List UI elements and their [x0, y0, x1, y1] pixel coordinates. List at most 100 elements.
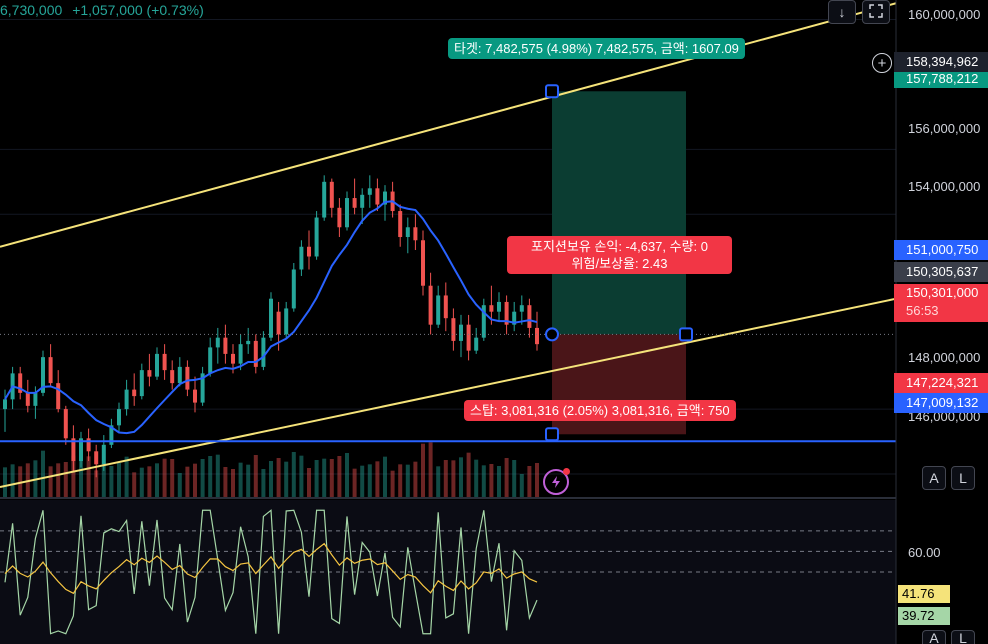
candle-body — [291, 269, 296, 309]
stop-label[interactable]: 스탑: 3,081,316 (2.05%) 3,081,316, 금액: 750 — [464, 400, 736, 421]
candle-body — [322, 181, 327, 218]
volume-bar — [253, 455, 258, 497]
candle-body — [345, 198, 349, 228]
hline-price-badge: 147,009,132 — [894, 393, 988, 413]
candle-body — [208, 347, 213, 374]
candle-body — [405, 227, 410, 238]
log-scale-button[interactable]: L — [951, 466, 975, 490]
candle-body — [497, 301, 501, 312]
stop-handle[interactable] — [545, 427, 559, 442]
volume-bar — [238, 462, 243, 497]
volume-bar — [124, 456, 129, 497]
candle-body — [504, 301, 509, 325]
rsi-log-scale-button[interactable]: L — [951, 630, 975, 644]
target-label[interactable]: 타겟: 7,482,575 (4.98%) 7,482,575, 금액: 160… — [448, 38, 745, 59]
alert-lightning-button[interactable] — [543, 468, 570, 495]
candle-body — [421, 240, 425, 286]
volume-bar — [3, 467, 7, 497]
download-button[interactable]: ↓ — [828, 0, 856, 24]
candle-body — [33, 392, 38, 406]
entry-handle[interactable] — [545, 327, 559, 342]
candle-body — [375, 188, 380, 205]
candle-body — [253, 340, 258, 367]
candle-body — [170, 370, 175, 384]
rsi-signal-line — [4, 542, 538, 595]
target-zone — [552, 91, 686, 335]
volume-bar — [314, 460, 319, 497]
fullscreen-button[interactable] — [862, 0, 890, 24]
rsi-line — [4, 509, 538, 635]
candle-body — [367, 188, 372, 195]
volume-bar — [79, 457, 83, 497]
volume-bar — [375, 461, 380, 497]
volume-bar — [71, 455, 76, 497]
candle-body — [117, 409, 121, 426]
price-tick: 154,000,000 — [908, 179, 981, 194]
volume-bar — [535, 463, 539, 497]
moving-average-line — [4, 200, 538, 435]
candle-body — [535, 327, 539, 345]
volume-bar — [459, 457, 463, 497]
volume-bar — [10, 464, 15, 497]
volume-bar — [345, 453, 349, 497]
candle-body — [132, 389, 137, 397]
arrow-down-icon: ↓ — [838, 4, 846, 20]
volume-bar — [390, 470, 395, 497]
stop-price-badge: 147,224,321 — [894, 373, 988, 393]
volume-bar — [208, 456, 213, 497]
volume-bar — [428, 442, 433, 497]
rsi-level-tick: 60.00 — [908, 545, 941, 560]
candle-body — [383, 191, 387, 205]
candle-body — [436, 295, 441, 325]
candle-body — [329, 181, 334, 208]
right-handle[interactable] — [679, 327, 693, 342]
candle-body — [139, 370, 144, 397]
candle-body — [519, 305, 524, 312]
candle-body — [101, 444, 106, 465]
candle-body — [200, 373, 205, 403]
current-price-value: 150,301,000 — [906, 285, 979, 300]
volume-bar — [291, 452, 296, 497]
crosshair-plus-button[interactable]: + — [872, 53, 892, 73]
volume-bar — [405, 464, 410, 497]
candle-body — [459, 324, 463, 341]
symbol-header: 6,730,000 +1,057,000 (+0.73%) — [0, 2, 210, 18]
volume-bar — [48, 466, 53, 497]
candle-body — [246, 340, 251, 345]
rsi-signal-badge: 41.76 — [898, 585, 950, 603]
candle-body — [527, 305, 532, 328]
volume-bar — [299, 455, 304, 497]
volume-bar — [504, 458, 509, 497]
candle-body — [284, 308, 289, 335]
candle-body — [428, 285, 433, 325]
candle-body — [223, 337, 228, 354]
price-tick: 160,000,000 — [908, 7, 981, 22]
volume-bar — [329, 459, 334, 497]
volume-bar — [276, 458, 281, 497]
volume-bar — [497, 466, 501, 497]
candle-body — [86, 438, 91, 452]
candle-body — [63, 409, 68, 439]
volume-bar — [421, 443, 425, 497]
target-handle[interactable] — [545, 84, 559, 99]
volume-bar — [147, 466, 152, 497]
candle-body — [25, 392, 30, 406]
volume-bar — [527, 466, 532, 497]
volume-bar — [322, 458, 327, 497]
candle-body — [48, 357, 53, 384]
volume-bar — [451, 460, 456, 497]
candle-body — [162, 353, 167, 371]
price-tick: 156,000,000 — [908, 121, 981, 136]
volume-bar — [337, 456, 342, 497]
volume-bar — [246, 464, 251, 497]
volume-bar — [18, 466, 23, 497]
auto-scale-button[interactable]: A — [922, 466, 946, 490]
volume-bar — [519, 474, 524, 497]
position-info-label[interactable]: 포지션보유 손익: -4,637, 수량: 0 위험/보상율: 2.43 — [507, 236, 732, 274]
candle-body — [215, 337, 220, 348]
volume-bar — [109, 466, 114, 497]
rsi-auto-scale-button[interactable]: A — [922, 630, 946, 644]
candle-body — [481, 305, 486, 338]
